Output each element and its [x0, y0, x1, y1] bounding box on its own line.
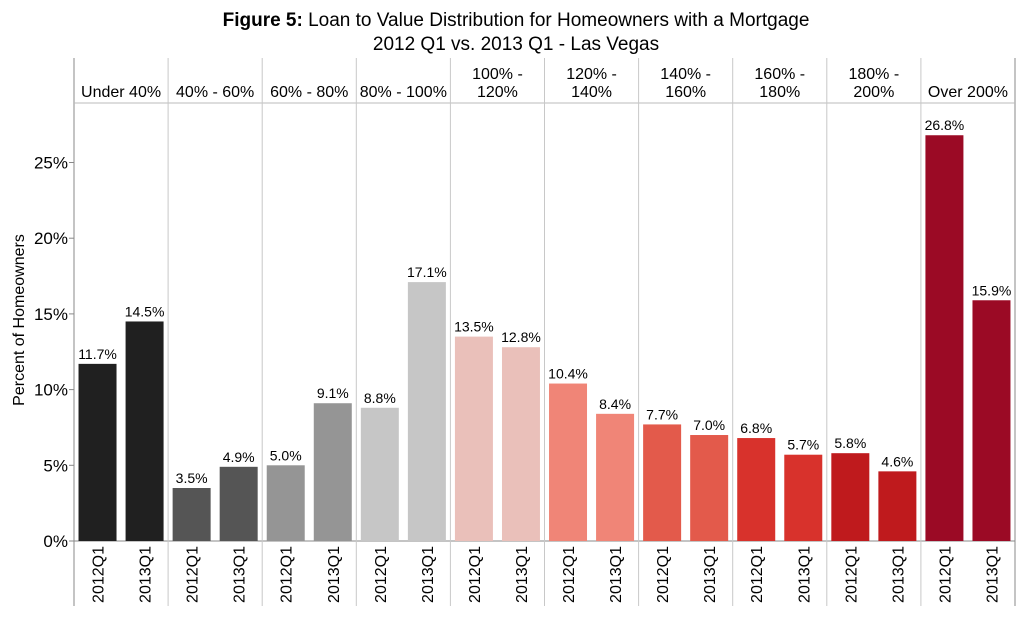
x-tick-label: 2013Q1: [796, 546, 813, 603]
chart-title-rest: Loan to Value Distribution for Homeowner…: [303, 10, 810, 31]
bar-value-label: 26.8%: [925, 117, 965, 133]
x-tick-label: 2013Q1: [232, 546, 249, 603]
bar: [360, 407, 399, 541]
bar-value-label: 12.8%: [501, 329, 541, 345]
bar: [549, 383, 588, 541]
chart-subtitle: 2012 Q1 vs. 2013 Q1 - Las Vegas: [373, 34, 659, 55]
group-header-label: 100% -: [472, 66, 523, 83]
x-tick-label: 2013Q1: [420, 546, 437, 603]
group-header-label: 60% - 80%: [270, 84, 348, 101]
y-tick-label: 25%: [34, 154, 68, 173]
bar: [501, 347, 540, 541]
bar: [313, 403, 352, 541]
x-tick-label: 2012Q1: [937, 546, 954, 603]
group-header-label: 120% -: [566, 66, 617, 83]
group-header-label: 160%: [665, 84, 706, 101]
group-header-label: Under 40%: [81, 84, 161, 101]
y-tick-label: 20%: [34, 229, 68, 248]
bar: [972, 300, 1011, 541]
group-header-label: Over 200%: [928, 84, 1008, 101]
x-tick-label: 2012Q1: [185, 546, 202, 603]
x-tick-label: 2012Q1: [373, 546, 390, 603]
y-tick-label: 5%: [43, 456, 68, 475]
group-header-label: 40% - 60%: [176, 84, 254, 101]
bar: [596, 413, 635, 541]
bar: [125, 321, 164, 541]
x-tick-label: 2013Q1: [138, 546, 155, 603]
y-axis: 0% 5% 10% 15% 20% 25%: [34, 154, 74, 551]
bar-value-label: 6.8%: [740, 420, 772, 436]
bar: [925, 135, 964, 542]
bar: [784, 454, 823, 541]
bar: [643, 424, 682, 541]
bar-value-label: 10.4%: [548, 366, 588, 382]
bar-value-label: 7.0%: [693, 417, 725, 433]
bars-layer: [78, 135, 1011, 542]
x-tick-label: 2013Q1: [326, 546, 343, 603]
y-tick-label: 10%: [34, 381, 68, 400]
group-header-label: 80% - 100%: [360, 84, 447, 101]
group-header-label: 200%: [853, 84, 894, 101]
bar: [737, 438, 776, 541]
bar-value-label: 5.7%: [787, 437, 819, 453]
chart-frame: [73, 58, 1016, 606]
bar-value-label: 5.8%: [834, 435, 866, 451]
x-tick-label: 2012Q1: [749, 546, 766, 603]
bar-value-label: 13.5%: [454, 319, 494, 335]
bar: [454, 336, 493, 541]
x-tick-label: 2012Q1: [279, 546, 296, 603]
bar-value-label: 4.9%: [223, 449, 255, 465]
bar: [219, 466, 258, 541]
x-tick-label: 2012Q1: [843, 546, 860, 603]
bar-value-label: 8.8%: [364, 390, 396, 406]
bar-value-label: 15.9%: [972, 282, 1012, 298]
x-tick-label: 2012Q1: [561, 546, 578, 603]
bar: [78, 363, 117, 541]
bar: [690, 435, 729, 541]
bar: [831, 453, 870, 541]
x-tick-label: 2013Q1: [608, 546, 625, 603]
group-header-label: 140%: [571, 84, 612, 101]
bar-value-label: 14.5%: [125, 303, 165, 319]
bar: [266, 465, 305, 541]
y-axis-label: Percent of Homeowners: [11, 234, 28, 406]
group-header-label: 160% -: [754, 66, 805, 83]
x-tick-label: 2012Q1: [655, 546, 672, 603]
x-tick-label: 2013Q1: [702, 546, 719, 603]
y-tick-label: 15%: [34, 305, 68, 324]
group-header-label: 180%: [759, 84, 800, 101]
y-tick-label: 0%: [43, 532, 68, 551]
bar: [407, 282, 446, 541]
group-header-label: 180% -: [848, 66, 899, 83]
chart-title: Figure 5: Loan to Value Distribution for…: [223, 10, 810, 31]
x-tick-label: 2012Q1: [467, 546, 484, 603]
bar-value-label: 9.1%: [317, 385, 349, 401]
group-header-label: 140% -: [660, 66, 711, 83]
bar-value-label: 8.4%: [599, 396, 631, 412]
bar-value-label: 5.0%: [270, 447, 302, 463]
chart-title-bold: Figure 5:: [223, 10, 303, 31]
group-header-label: 120%: [477, 84, 518, 101]
bar: [878, 471, 917, 541]
bar-value-label: 3.5%: [176, 470, 208, 486]
x-tick-label: 2013Q1: [514, 546, 531, 603]
bar-value-label: 4.6%: [881, 453, 913, 469]
x-tick-label: 2013Q1: [890, 546, 907, 603]
bar-value-label: 11.7%: [78, 346, 117, 362]
bar-value-label: 7.7%: [646, 406, 678, 422]
bar-value-label: 17.1%: [407, 264, 447, 280]
x-tick-label: 2013Q1: [984, 546, 1001, 603]
bar: [172, 488, 211, 541]
x-tick-label: 2012Q1: [91, 546, 108, 603]
labels-layer: Under 40% 11.7% 2012Q1 14.5% 2013Q1 40% - 60%…: [78, 66, 1011, 603]
